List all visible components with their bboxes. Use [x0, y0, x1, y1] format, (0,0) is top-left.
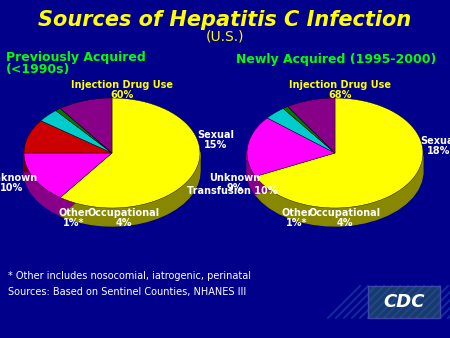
Text: 60%: 60%	[110, 90, 134, 100]
Polygon shape	[24, 153, 112, 171]
Text: 4%: 4%	[337, 218, 353, 228]
Text: 4%: 4%	[116, 218, 132, 228]
Text: 18%: 18%	[428, 146, 450, 156]
Text: Sources of Hepatitis C Infection: Sources of Hepatitis C Infection	[38, 10, 412, 30]
Text: Previously Acquired: Previously Acquired	[6, 51, 146, 65]
Polygon shape	[24, 153, 60, 216]
Text: Sources: Based on Sentinel Counties, NHANES III: Sources: Based on Sentinel Counties, NHA…	[8, 287, 246, 297]
Text: Occupational: Occupational	[309, 208, 381, 218]
Text: 1%*: 1%*	[63, 218, 85, 228]
Polygon shape	[256, 156, 423, 226]
Text: Injection Drug Use: Injection Drug Use	[71, 80, 173, 90]
Polygon shape	[60, 153, 112, 216]
Polygon shape	[60, 152, 200, 226]
Polygon shape	[60, 98, 112, 153]
Text: Occupational: Occupational	[88, 208, 160, 218]
Text: * Other includes nosocomial, iatrogenic, perinatal: * Other includes nosocomial, iatrogenic,…	[8, 271, 251, 281]
Polygon shape	[41, 111, 112, 153]
Polygon shape	[56, 108, 112, 153]
Text: Sexual: Sexual	[198, 130, 234, 140]
Polygon shape	[247, 151, 256, 194]
Text: (<1990s): (<1990s)	[6, 64, 70, 76]
Polygon shape	[60, 153, 112, 216]
Text: Newly Acquired (1995-2000): Newly Acquired (1995-2000)	[236, 53, 436, 67]
Polygon shape	[267, 108, 335, 153]
Text: 1%*: 1%*	[286, 218, 308, 228]
Polygon shape	[256, 98, 423, 208]
Text: Other: Other	[281, 208, 313, 218]
Polygon shape	[256, 153, 335, 194]
Polygon shape	[24, 121, 112, 153]
Polygon shape	[24, 153, 112, 171]
Text: Unknown: Unknown	[209, 173, 261, 183]
Text: CDC: CDC	[383, 293, 425, 311]
Polygon shape	[247, 118, 335, 176]
Polygon shape	[283, 106, 335, 153]
Text: 68%: 68%	[328, 90, 352, 100]
Text: Transfusion 10%: Transfusion 10%	[187, 186, 278, 196]
Text: (U.S.): (U.S.)	[206, 29, 244, 43]
Polygon shape	[288, 98, 335, 153]
Text: 9%: 9%	[227, 183, 243, 193]
Polygon shape	[60, 98, 200, 208]
Text: Injection Drug Use: Injection Drug Use	[289, 80, 391, 90]
Text: 15%: 15%	[204, 140, 228, 150]
Text: Sexual: Sexual	[420, 136, 450, 146]
Polygon shape	[256, 153, 335, 194]
Text: Unknown: Unknown	[0, 173, 37, 183]
FancyBboxPatch shape	[368, 286, 440, 318]
Polygon shape	[24, 153, 112, 197]
Text: Other: Other	[58, 208, 90, 218]
Text: 10%: 10%	[0, 183, 23, 193]
